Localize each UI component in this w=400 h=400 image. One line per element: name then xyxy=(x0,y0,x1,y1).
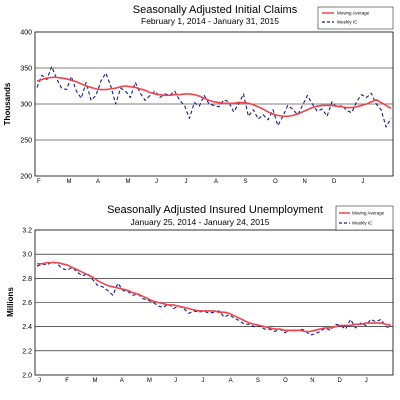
chart1-legend: Moving Average Weekly IC xyxy=(317,6,394,30)
chart1-y-axis-label: Thousands xyxy=(3,82,12,125)
chart2-series xyxy=(36,260,392,336)
initial-claims-chart: Seasonally Adjusted Initial Claims Febru… xyxy=(3,4,394,185)
chart2-x-tick-label: J xyxy=(38,378,41,384)
chart1-x-tick-label: O xyxy=(273,179,278,185)
chart1-y-tick-label: 300 xyxy=(20,102,32,109)
chart2-subtitle: January 25, 2014 - January 24, 2015 xyxy=(131,217,270,227)
chart1-x-tick-label: M xyxy=(126,179,131,185)
chart1-weekly-line xyxy=(36,66,392,128)
chart2-y-tick-label: 2.8 xyxy=(22,276,32,283)
chart1-y-tick-label: 200 xyxy=(20,174,32,181)
insured-unemployment-chart: Seasonally Adjusted Insured Unemployment… xyxy=(6,204,394,384)
chart2-x-tick-label: A xyxy=(120,378,124,384)
chart1-x-tick-label: J xyxy=(155,179,158,185)
chart1-subtitle: February 1, 2014 - January 31, 2015 xyxy=(141,16,279,26)
chart1-legend-box xyxy=(317,6,394,30)
chart1-x-tick-label: A xyxy=(214,179,218,185)
chart1-x-tick-label: D xyxy=(332,179,337,185)
chart1-y-tick-label: 250 xyxy=(20,138,32,145)
chart2-x-tick-label: M xyxy=(92,378,97,384)
chart2-y-tick-label: 2.4 xyxy=(22,324,32,331)
chart2-legend: Moving Average Weekly IC xyxy=(335,205,394,231)
chart2-legend-box xyxy=(335,205,394,231)
chart2-y-tick-label: 2.6 xyxy=(22,300,32,307)
chart1-moving-average-line xyxy=(36,76,392,118)
chart2-x-tick-label: J xyxy=(174,378,177,384)
chart2-x-tick-label: O xyxy=(283,378,288,384)
chart1-x-tick-label: M xyxy=(67,179,72,185)
chart1-y-tick-labels: 200 250 300 350 400 xyxy=(20,30,32,181)
chart2-legend-label-weekly: Weekly IC xyxy=(352,221,373,226)
chart1-gridlines xyxy=(35,67,393,141)
chart1-x-tick-label: A xyxy=(96,179,100,185)
chart1-x-tick-label: J xyxy=(185,179,188,185)
chart2-y-tick-label: 2.2 xyxy=(22,348,32,355)
chart1-y-tick-label: 350 xyxy=(20,66,32,73)
chart2-y-tick-labels: 2.0 2.2 2.4 2.6 2.8 3.0 3.2 xyxy=(22,228,32,380)
chart1-x-tick-label: N xyxy=(303,179,307,185)
chart1-x-tick-label: J xyxy=(362,179,365,185)
chart2-x-tick-label: J xyxy=(365,378,368,384)
chart2-x-tick-label: A xyxy=(229,378,233,384)
chart2-x-tick-label: J xyxy=(201,378,204,384)
chart1-x-tick-label: F xyxy=(37,179,41,185)
chart2-moving-average-line xyxy=(37,261,392,333)
chart1-title: Seasonally Adjusted Initial Claims xyxy=(133,4,298,16)
chart2-x-tick-label: D xyxy=(338,378,343,384)
chart2-x-tick-label: F xyxy=(65,378,69,384)
chart1-legend-label-weekly: Weekly IC xyxy=(337,20,358,25)
chart2-x-tick-label: N xyxy=(310,378,314,384)
chart2-y-tick-label: 3.2 xyxy=(22,228,32,235)
chart2-x-tick-label: M xyxy=(147,378,152,384)
chart2-y-tick-label: 3.0 xyxy=(22,252,32,259)
chart2-legend-label-moving-average: Moving Average xyxy=(352,211,385,216)
chart1-y-tick-label: 400 xyxy=(20,30,32,37)
chart2-x-tick-label: S xyxy=(256,378,260,384)
chart1-x-tick-label: S xyxy=(244,179,248,185)
chart2-y-axis-label: Millions xyxy=(6,287,15,317)
chart1-series xyxy=(36,66,392,128)
chart1-legend-label-moving-average: Moving Average xyxy=(337,11,370,16)
chart2-y-tick-label: 2.0 xyxy=(22,373,32,380)
chart2-title: Seasonally Adjusted Insured Unemployment xyxy=(107,204,323,216)
